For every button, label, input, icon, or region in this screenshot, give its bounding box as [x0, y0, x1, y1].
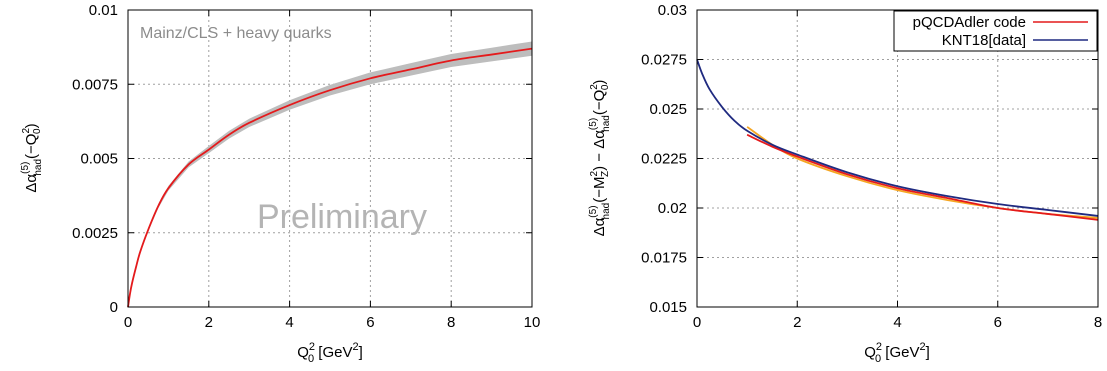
left-x-tick-label-2: 2	[205, 314, 213, 331]
left-chart-band	[128, 41, 532, 307]
legend-box	[893, 10, 1098, 52]
left-series-0-line	[127, 47, 533, 308]
right-x-tick-label-4: 4	[893, 314, 901, 331]
right-chart-ticks: 0 2 4 6 8 0.015 0.0175 0.02 0.0225 0.025 0.0275 0.0…	[641, 2, 1102, 331]
right-chart-legend: pQCDAdler code KNT18[data]	[893, 10, 1098, 52]
left-y-tick-label-0.0025: 0.0025	[72, 225, 118, 242]
left-x-tick-label-4: 4	[285, 314, 293, 331]
left-chart: 0 2 4 6 8 10 0 0.0025 0.005 0.0075 0.01 Mainz/CLS …	[20, 2, 540, 365]
right-y-tick-label-0.015: 0.015	[649, 299, 687, 316]
left-x-tick-label-10: 10	[524, 314, 541, 331]
legend-label-knt18: KNT18[data]	[942, 32, 1026, 49]
right-x-tick-label-0: 0	[693, 314, 701, 331]
right-y-tick-label-0.025: 0.025	[649, 101, 687, 118]
left-y-tick-label-0: 0	[110, 299, 118, 316]
left-x-tick-label-8: 8	[447, 314, 455, 331]
right-x-axis-label: Q2 0 [GeV2]	[864, 341, 930, 365]
left-chart-ticks: 0 2 4 6 8 10 0 0.0025 0.005 0.0075 0.01	[72, 2, 540, 331]
legend-label-pqcdadler: pQCDAdler code	[913, 14, 1026, 31]
left-chart-grid	[128, 10, 532, 307]
right-chart: 0 2 4 6 8 0.015 0.0175 0.02 0.0225 0.025 0.0275 0.0…	[588, 2, 1102, 365]
left-x-tick-label-6: 6	[366, 314, 374, 331]
right-x-tick-label-6: 6	[994, 314, 1002, 331]
right-y-tick-label-0.0275: 0.0275	[641, 52, 687, 69]
left-x-tick-label-0: 0	[124, 314, 132, 331]
right-x-tick-label-8: 8	[1094, 314, 1102, 331]
right-series-1-line	[696, 59, 1099, 217]
right-y-tick-label-0.03: 0.03	[658, 2, 687, 19]
left-y-axis-label: Δα(5) had(−Q20)	[20, 123, 44, 192]
right-y-tick-label-0.02: 0.02	[658, 200, 687, 217]
left-y-tick-label-0.0075: 0.0075	[72, 76, 118, 93]
left-y-tick-label-0.01: 0.01	[89, 2, 118, 19]
left-series-0-error-band	[128, 41, 532, 307]
right-y-axis-label: Δα(5) had(−M2Z) − Δα(5) had(−Q20)	[588, 80, 612, 237]
right-chart-grid	[697, 10, 1098, 307]
right-series-0-line	[746, 133, 1099, 221]
right-y-tick-label-0.0225: 0.0225	[641, 151, 687, 168]
left-chart-series	[127, 47, 533, 308]
right-x-tick-label-2: 2	[793, 314, 801, 331]
left-chart-watermark: Preliminary	[257, 198, 427, 236]
left-y-tick-label-0.005: 0.005	[80, 151, 118, 168]
right-chart-series	[696, 59, 1099, 221]
right-y-tick-label-0.0175: 0.0175	[641, 250, 687, 267]
left-x-axis-label: Q2 0 [GeV2]	[297, 341, 363, 365]
left-chart-annotation: Mainz/CLS + heavy quarks	[140, 25, 332, 42]
right-series-2-line	[746, 126, 1099, 219]
